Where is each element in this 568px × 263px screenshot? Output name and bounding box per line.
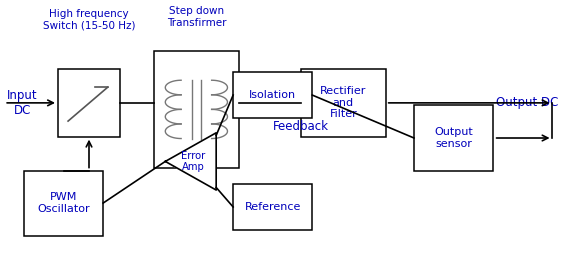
Text: PWM
Oscillator: PWM Oscillator bbox=[37, 192, 90, 214]
Bar bbox=[301, 69, 386, 137]
Bar bbox=[233, 184, 312, 230]
Text: Output
sensor: Output sensor bbox=[434, 127, 473, 149]
Text: Input
DC: Input DC bbox=[7, 89, 37, 117]
Bar bbox=[154, 51, 239, 168]
Text: Reference: Reference bbox=[244, 202, 301, 212]
Text: Feedback: Feedback bbox=[273, 120, 329, 133]
Text: Step down
Transfirmer: Step down Transfirmer bbox=[166, 6, 226, 28]
Bar bbox=[58, 69, 120, 137]
Bar bbox=[24, 170, 103, 236]
Text: High frequency
Switch (15-50 Hz): High frequency Switch (15-50 Hz) bbox=[43, 9, 135, 31]
Text: Error
Amp: Error Amp bbox=[181, 151, 206, 172]
Bar bbox=[233, 72, 312, 119]
Polygon shape bbox=[165, 133, 216, 190]
Text: Isolation: Isolation bbox=[249, 90, 296, 100]
Text: Rectifier
and
Filter: Rectifier and Filter bbox=[320, 86, 366, 119]
Bar bbox=[414, 105, 493, 170]
Text: Output DC: Output DC bbox=[496, 96, 558, 109]
